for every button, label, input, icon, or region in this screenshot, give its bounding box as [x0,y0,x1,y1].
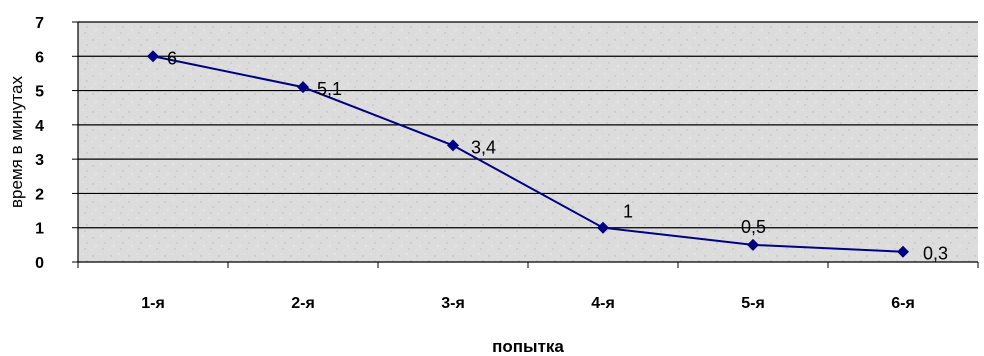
data-point [747,238,759,251]
y-tick-label: 3 [35,152,44,169]
x-tick-label: 5-я [741,295,765,312]
data-labels: 6 5,1 3,4 1 0,5 0,3 [167,48,948,263]
data-point [897,245,909,258]
series [147,50,909,258]
data-label: 5,1 [317,79,342,99]
data-point [447,139,459,152]
y-tick-label: 4 [35,118,44,135]
x-tick-label: 1-я [141,295,165,312]
y-tick-label: 7 [35,15,44,32]
y-axis-label: время в минутах [7,76,26,208]
x-tick-label: 2-я [291,295,315,312]
y-tick-labels: 0 1 2 3 4 5 6 7 [35,15,44,272]
data-label: 0,3 [923,244,948,264]
plot-area-background [78,22,978,262]
y-tick-label: 6 [35,49,44,66]
y-tick-label: 5 [35,84,44,101]
x-tick-label: 6-я [891,295,915,312]
data-point [597,221,609,234]
y-tick-label: 1 [35,221,44,238]
data-label: 1 [623,202,633,222]
data-point [297,81,309,94]
data-label: 6 [167,48,177,68]
gridlines [78,21,978,229]
series-line [152,55,904,253]
y-tick-label: 0 [35,255,44,272]
y-tick-label: 2 [35,186,44,203]
axes [72,21,979,268]
data-label: 0,5 [741,217,766,237]
data-point [147,50,159,63]
x-tick-label: 3-я [441,295,465,312]
x-tick-labels: 1-я 2-я 3-я 4-я 5-я 6-я [141,295,915,312]
x-axis-label: попытка [492,337,564,356]
x-tick-label: 4-я [591,295,615,312]
data-label: 3,4 [471,137,496,157]
